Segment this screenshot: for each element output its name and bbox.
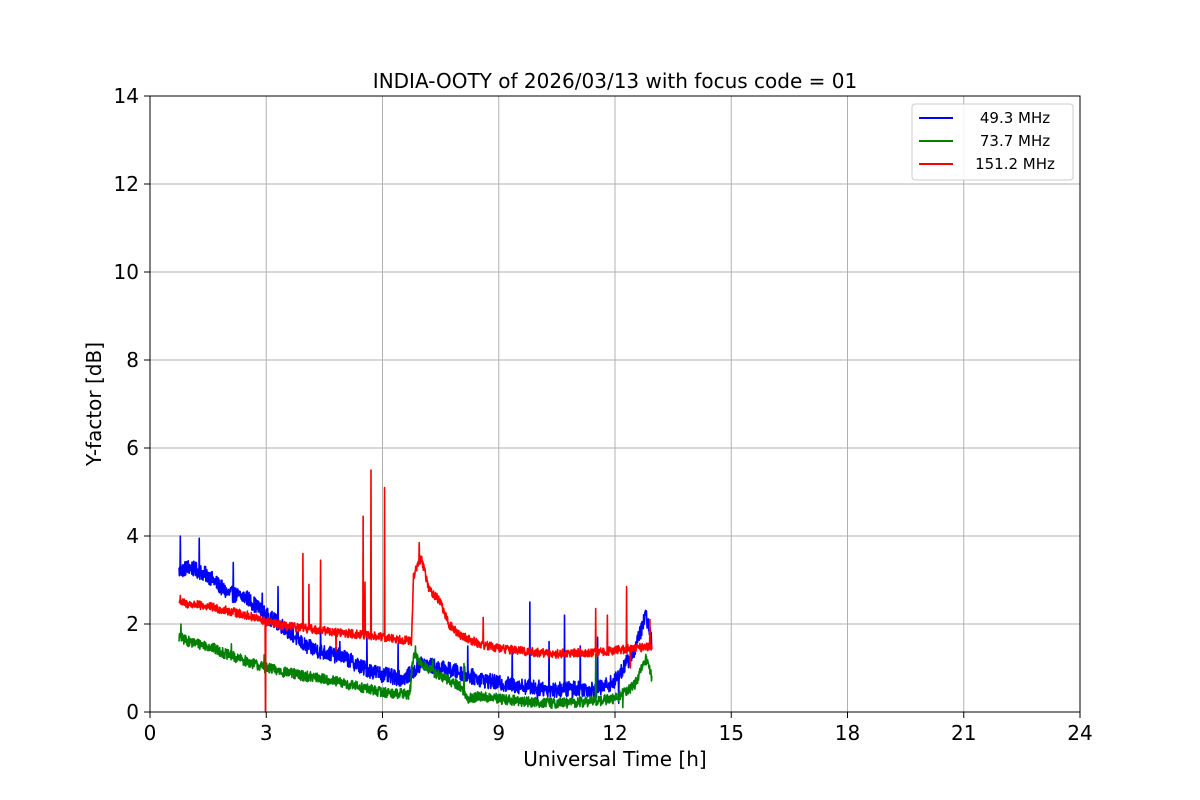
legend-frame: [911, 103, 1074, 181]
y-tick-label: 6: [126, 436, 139, 460]
x-tick-label: 6: [376, 721, 389, 745]
y-tick-label: 10: [114, 260, 139, 284]
x-tick-label: 12: [602, 721, 627, 745]
y-axis-label: Y-factor [dB]: [82, 342, 106, 467]
y-tick-label: 12: [114, 172, 139, 196]
x-tick-label: 24: [1067, 721, 1092, 745]
x-tick-label: 21: [951, 721, 976, 745]
series-line-73-7-mhz: [178, 623, 653, 709]
x-tick-label: 18: [835, 721, 860, 745]
legend-label: 151.2 MHz: [975, 155, 1055, 173]
chart-title: INDIA-OOTY of 2026/03/13 with focus code…: [373, 69, 857, 93]
y-tick-label: 8: [126, 348, 139, 372]
legend-label: 73.7 MHz: [980, 132, 1050, 150]
x-tick-label: 3: [260, 721, 273, 745]
legend: 49.3 MHz 73.7 MHz 151.2 MHz: [911, 103, 1074, 181]
y-tick-label: 4: [126, 524, 139, 548]
series-line-151-2-mhz: [178, 469, 653, 713]
x-tick-label: 9: [492, 721, 505, 745]
legend-label: 49.3 MHz: [980, 109, 1050, 127]
x-tick-label: 0: [144, 721, 157, 745]
series-layer: [178, 469, 653, 713]
series-line-49-3-mhz: [178, 535, 653, 704]
y-tick-label: 2: [126, 612, 139, 636]
y-tick-label: 0: [126, 700, 139, 724]
x-tick-label: 15: [719, 721, 744, 745]
x-axis-label: Universal Time [h]: [523, 747, 706, 771]
y-tick-label: 14: [114, 84, 139, 108]
